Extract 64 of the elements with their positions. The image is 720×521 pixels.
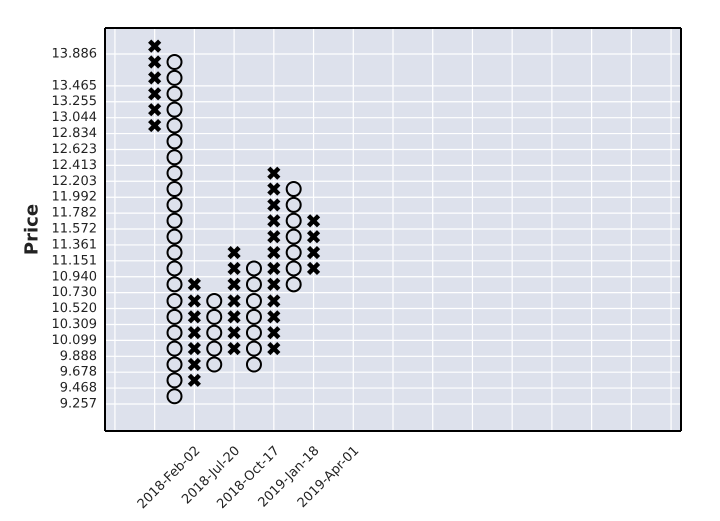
point (246, 340, 262, 357)
y-tick-label: 12.413 (52, 158, 97, 173)
y-tick-label: 11.992 (52, 190, 97, 205)
point (166, 372, 183, 388)
point (166, 324, 183, 341)
y-tick-label: 11.151 (52, 253, 97, 268)
y-axis-title: Price (21, 204, 42, 256)
y-tick-label: 11.572 (52, 221, 97, 236)
y-tick-label: 11.782 (52, 206, 97, 221)
point (166, 340, 183, 357)
point (166, 356, 183, 372)
point (166, 149, 183, 166)
point (286, 276, 302, 292)
point (166, 228, 183, 245)
point (206, 324, 222, 341)
point (166, 292, 183, 309)
point (206, 308, 222, 325)
y-tick-label: 10.940 (52, 269, 97, 284)
point (166, 212, 183, 229)
y-tick-label: 10.730 (52, 285, 97, 300)
y-tick-label: 13.044 (52, 110, 97, 126)
point (166, 118, 183, 134)
y-tick-label: 12.203 (52, 174, 97, 189)
point (286, 244, 302, 261)
y-tick-label: 10.309 (52, 316, 97, 332)
y-tick-label: 13.465 (52, 78, 97, 94)
y-tick-label: 9.468 (60, 380, 97, 396)
y-tick-label: 9.888 (60, 348, 97, 364)
point (166, 165, 183, 182)
point (286, 181, 302, 198)
point (246, 356, 262, 372)
y-tick-label: 12.834 (52, 126, 97, 142)
y-tick-label: 13.255 (52, 94, 97, 110)
point (166, 86, 183, 102)
point (166, 196, 183, 213)
point (166, 276, 183, 292)
point (286, 196, 302, 213)
point (246, 308, 262, 325)
point (246, 292, 262, 309)
point (246, 324, 262, 341)
point (166, 70, 183, 86)
point (166, 181, 183, 198)
point (166, 54, 183, 70)
y-tick-label: 10.520 (52, 301, 97, 316)
point (286, 260, 302, 276)
point (206, 292, 222, 309)
y-tick-label: 9.678 (60, 364, 97, 380)
y-tick-label: 9.257 (60, 396, 97, 412)
point (206, 356, 222, 372)
point (166, 244, 183, 261)
point (246, 276, 262, 292)
point (286, 228, 302, 245)
point (166, 102, 183, 118)
point (286, 212, 302, 229)
point (166, 388, 183, 404)
y-tick-label: 12.623 (52, 142, 97, 158)
point (166, 133, 183, 150)
y-tick-label: 10.099 (52, 332, 97, 348)
point (246, 260, 262, 276)
point (166, 308, 183, 325)
point (166, 260, 183, 276)
y-tick-label: 13.886 (52, 46, 97, 62)
point (206, 340, 222, 357)
y-tick-label: 11.361 (52, 237, 97, 252)
